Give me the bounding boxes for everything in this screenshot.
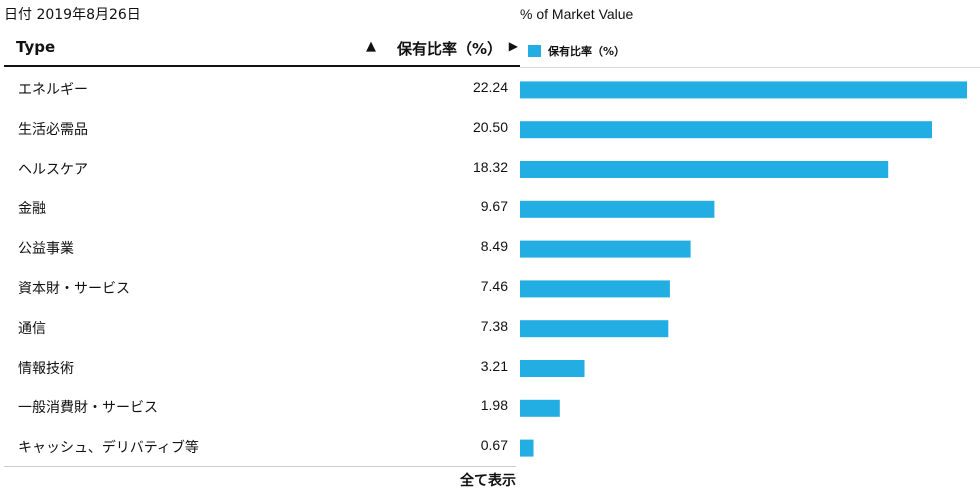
bar-3[interactable] (520, 200, 715, 218)
table-bottom-divider (4, 466, 516, 467)
table-row: 情報技術 3.21 (4, 348, 520, 388)
legend-label[interactable]: 保有比率（%） (548, 45, 626, 58)
bar-0[interactable] (520, 81, 967, 99)
bar-9[interactable] (520, 439, 534, 457)
row-value: 18.32 (472, 158, 508, 175)
chart-legend: 保有比率（%） (528, 42, 625, 60)
bar-chart (520, 81, 967, 457)
bar-2[interactable] (520, 161, 889, 178)
sort-ascending-icon[interactable]: ▲ (366, 39, 376, 54)
row-label: 公益事業 (18, 241, 74, 258)
bar-8[interactable] (520, 399, 560, 417)
row-value: 20.50 (472, 118, 508, 135)
row-label: エネルギー (18, 82, 88, 98)
column-header-ratio[interactable]: 保有比率（%） (396, 40, 502, 58)
row-value: 3.21 (480, 357, 508, 374)
row-value: 22.24 (472, 79, 508, 95)
row-value: 8.49 (480, 238, 508, 255)
table-header: Type ▲ 保有比率（%） ▶ (4, 32, 520, 67)
bar-6[interactable] (520, 320, 669, 338)
bar-1[interactable] (520, 121, 932, 139)
table-row: 生活必需品 20.50 (4, 109, 520, 149)
table-row: エネルギー 22.24 (4, 69, 520, 109)
row-label: ヘルスケア (18, 161, 88, 178)
table-row: 金融 9.67 (4, 188, 520, 228)
bar-7[interactable] (520, 360, 585, 377)
row-value: 7.46 (480, 277, 508, 294)
table-row: キャッシュ、デリバティブ等 0.67 (4, 427, 520, 467)
table-row: ヘルスケア 18.32 (4, 149, 520, 189)
row-label: 資本財・サービス (18, 280, 130, 297)
column-header-type[interactable]: Type (16, 38, 56, 56)
row-label: 情報技術 (18, 360, 74, 377)
row-label: キャッシュ、デリバティブ等 (18, 440, 199, 457)
chart-divider (520, 67, 980, 68)
row-value: 9.67 (480, 198, 508, 215)
legend-swatch (528, 45, 541, 57)
table-row: 公益事業 8.49 (4, 228, 520, 268)
sort-toggle-icon[interactable]: ▶ (508, 39, 518, 53)
row-value: 7.38 (480, 317, 508, 334)
show-all-link[interactable]: 全て表示 (460, 473, 516, 489)
date-label: 日付 2019年8月26日 (4, 7, 141, 23)
chart-title: % of Market Value (520, 6, 634, 22)
table-row: 資本財・サービス 7.46 (4, 268, 520, 308)
table-row: 通信 7.38 (4, 308, 520, 348)
row-label: 通信 (18, 320, 46, 337)
row-value: 0.67 (480, 437, 508, 454)
bar-4[interactable] (520, 240, 691, 258)
table-row: 一般消費財・サービス 1.98 (4, 387, 520, 427)
row-label: 一般消費財・サービス (18, 400, 158, 417)
bar-5[interactable] (520, 280, 670, 298)
holdings-table-body: エネルギー 22.24 生活必需品 20.50 ヘルスケア 18.32 金融 9… (4, 69, 520, 467)
row-label: 生活必需品 (18, 121, 88, 138)
row-value: 1.98 (480, 397, 508, 414)
row-label: 金融 (18, 201, 46, 218)
